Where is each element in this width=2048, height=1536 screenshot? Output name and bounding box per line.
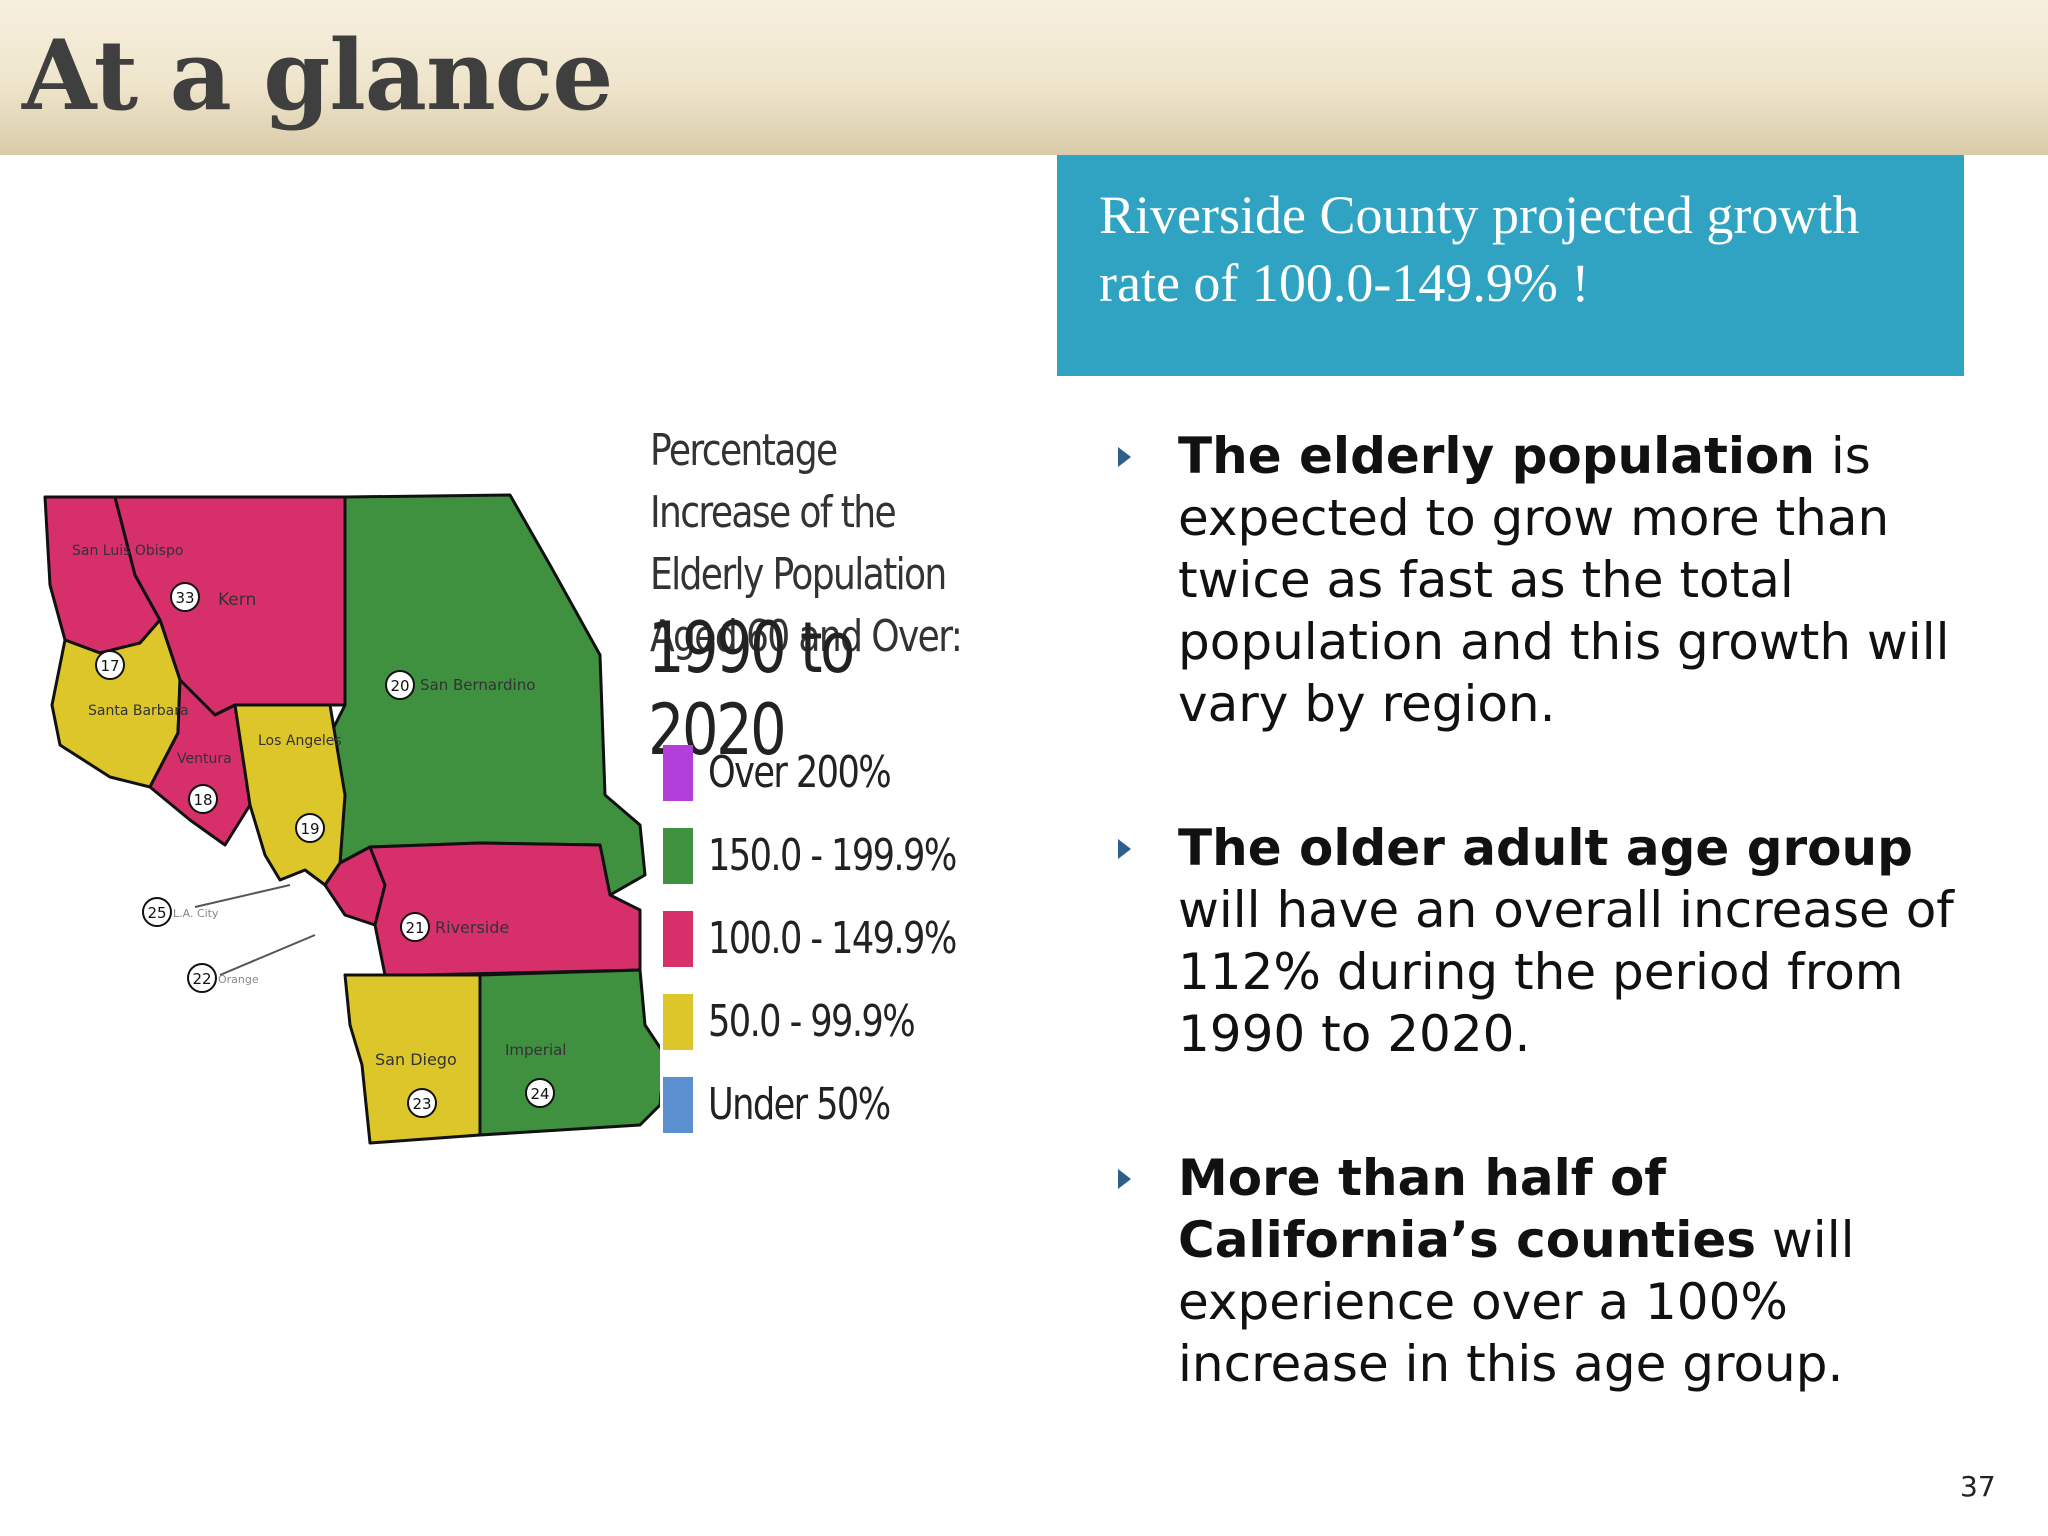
county-ventura: [148, 678, 252, 847]
county-number: 24: [530, 1085, 549, 1103]
slide-title: At a glance: [22, 19, 613, 132]
county-marker-24: [525, 1078, 555, 1108]
legend-label: Over 200%: [708, 747, 892, 798]
bullet-bold: The elderly population: [1178, 427, 1815, 485]
map-figure: 17 33 18 19 20 21 22 23 24 25 San Luis O…: [40, 415, 1040, 1175]
legend-label: 100.0 - 149.9%: [708, 913, 957, 964]
county-map: 17 33 18 19 20 21 22 23 24 25 San Luis O…: [43, 493, 660, 1145]
county-number: 18: [193, 791, 212, 809]
county-marker-18: [188, 784, 218, 814]
title-bar: At a glance: [0, 0, 2048, 155]
legend-swatch: [663, 745, 693, 801]
county-number: 22: [192, 970, 211, 988]
bullet-rest: is expected to grow more than twice as f…: [1178, 427, 1950, 733]
legend-swatch: [663, 994, 693, 1050]
county-name-label: Santa Barbara: [88, 703, 189, 719]
county-marker-21: [400, 912, 430, 942]
county-number: 19: [300, 820, 319, 838]
legend-swatch: [663, 1077, 693, 1133]
bullet-rest: will have an overall increase of 112% du…: [1178, 881, 1954, 1063]
triangle-bullet-icon: [1118, 447, 1131, 467]
county-number: 33: [175, 589, 194, 607]
county-name-label: San Diego: [375, 1050, 457, 1069]
county-number: 20: [390, 677, 409, 695]
bullet-text: The older adult age group will have an o…: [1178, 817, 1978, 1065]
county-los-angeles: [233, 703, 347, 887]
county-number: 25: [147, 904, 166, 922]
legend-swatch: [663, 911, 693, 967]
county-name-label: Ventura: [177, 751, 232, 767]
legend-label: Under 50%: [708, 1079, 891, 1130]
county-marker-22: [187, 963, 217, 993]
county-riverside: [368, 841, 642, 977]
county-name-label: Los Angeles: [258, 733, 342, 749]
triangle-bullet-icon: [1118, 1169, 1131, 1189]
county-name-label: L.A. City: [173, 907, 219, 920]
bullet-text: More than half of California’s counties …: [1178, 1147, 1978, 1395]
callout-text: Riverside County projected growth rate o…: [1099, 185, 1860, 313]
county-name-label: San Bernardino: [420, 676, 535, 694]
county-name-label: Kern: [218, 590, 256, 610]
county-name-label: Imperial: [505, 1041, 566, 1059]
legend-title: Percentage Increase of the Elderly Popul…: [650, 425, 963, 662]
county-name-label: San Luis Obispo: [72, 543, 183, 559]
county-marker-19: [295, 813, 325, 843]
county-san-bernardino: [328, 493, 647, 897]
county-marker-20: [385, 670, 415, 700]
bullet-bold: More than half of California’s counties: [1178, 1149, 1757, 1269]
legend-swatch: [663, 828, 693, 884]
bullet-rest: will experience over a 100% increase in …: [1178, 1211, 1855, 1393]
county-number: 23: [412, 1095, 431, 1113]
county-marker-33: [170, 582, 200, 612]
callout-box: Riverside County projected growth rate o…: [1057, 155, 1964, 376]
triangle-bullet-icon: [1118, 839, 1131, 859]
legend-label: 150.0 - 199.9%: [708, 830, 957, 881]
county-marker-25: [142, 897, 172, 927]
page-number: 37: [1960, 1470, 1996, 1503]
bullet-bold: The older adult age group: [1178, 819, 1913, 877]
county-number: 21: [405, 919, 424, 937]
county-imperial: [478, 968, 660, 1137]
county-name-label: Orange: [218, 973, 259, 986]
county-marker-23: [407, 1088, 437, 1118]
county-name-label: Riverside: [435, 918, 509, 937]
bullet-text: The elderly population is expected to gr…: [1178, 425, 1978, 735]
legend-label: 50.0 - 99.9%: [708, 996, 916, 1047]
county-marker-17: [95, 650, 125, 680]
county-number: 17: [100, 657, 119, 675]
